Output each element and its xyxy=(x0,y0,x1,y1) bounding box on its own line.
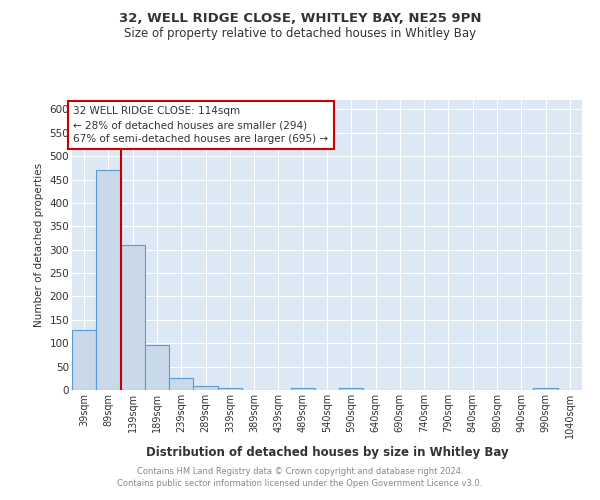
Bar xyxy=(218,388,242,390)
Bar xyxy=(533,388,558,390)
Text: 32 WELL RIDGE CLOSE: 114sqm
← 28% of detached houses are smaller (294)
67% of se: 32 WELL RIDGE CLOSE: 114sqm ← 28% of det… xyxy=(73,106,328,144)
Bar xyxy=(121,244,145,390)
Text: 32, WELL RIDGE CLOSE, WHITLEY BAY, NE25 9PN: 32, WELL RIDGE CLOSE, WHITLEY BAY, NE25 … xyxy=(119,12,481,26)
Text: Size of property relative to detached houses in Whitley Bay: Size of property relative to detached ho… xyxy=(124,28,476,40)
Bar xyxy=(290,388,315,390)
Y-axis label: Number of detached properties: Number of detached properties xyxy=(34,163,44,327)
Bar xyxy=(193,386,218,390)
Bar xyxy=(72,330,96,390)
X-axis label: Distribution of detached houses by size in Whitley Bay: Distribution of detached houses by size … xyxy=(146,446,508,460)
Bar xyxy=(96,170,121,390)
Bar xyxy=(145,345,169,390)
Bar xyxy=(169,378,193,390)
Text: Contains HM Land Registry data © Crown copyright and database right 2024.
Contai: Contains HM Land Registry data © Crown c… xyxy=(118,466,482,487)
Bar xyxy=(339,388,364,390)
